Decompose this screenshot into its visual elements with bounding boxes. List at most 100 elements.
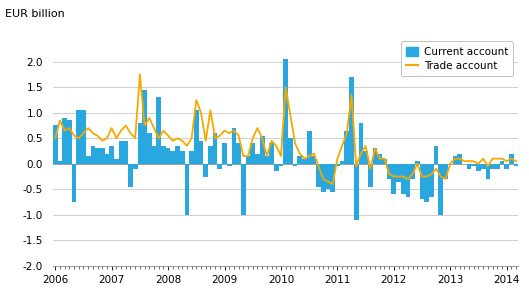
Bar bbox=[213, 133, 217, 164]
Bar bbox=[443, 164, 448, 179]
Bar bbox=[274, 164, 279, 172]
Bar bbox=[264, 156, 269, 164]
Bar bbox=[387, 164, 391, 179]
Bar bbox=[372, 149, 377, 164]
Bar bbox=[293, 164, 297, 166]
Bar bbox=[495, 164, 499, 169]
Trade account bbox=[330, 182, 336, 186]
Bar bbox=[138, 123, 142, 164]
Bar bbox=[95, 149, 100, 164]
Bar bbox=[185, 164, 189, 215]
Bar bbox=[490, 164, 495, 169]
Bar bbox=[335, 164, 340, 166]
Bar bbox=[86, 156, 90, 164]
Bar bbox=[128, 164, 133, 187]
Bar bbox=[279, 164, 284, 166]
Bar bbox=[208, 146, 213, 164]
Bar bbox=[344, 130, 349, 164]
Trade account bbox=[424, 175, 430, 178]
Bar bbox=[514, 164, 518, 166]
Bar bbox=[76, 110, 81, 164]
Bar bbox=[166, 149, 170, 164]
Bar bbox=[161, 146, 166, 164]
Bar bbox=[481, 164, 486, 169]
Bar bbox=[486, 164, 490, 179]
Bar bbox=[123, 141, 128, 164]
Bar bbox=[377, 153, 382, 164]
Trade account bbox=[136, 73, 143, 76]
Bar bbox=[471, 164, 476, 166]
Bar bbox=[180, 151, 185, 164]
Bar bbox=[302, 159, 307, 164]
Bar bbox=[142, 90, 147, 164]
Bar bbox=[170, 151, 175, 164]
Trade account bbox=[165, 134, 171, 137]
Bar bbox=[326, 164, 330, 189]
Bar bbox=[255, 153, 260, 164]
Bar bbox=[175, 146, 180, 164]
Bar bbox=[72, 164, 76, 202]
Bar bbox=[157, 98, 161, 164]
Bar bbox=[241, 164, 245, 215]
Trade account bbox=[513, 159, 519, 163]
Bar bbox=[284, 59, 288, 164]
Bar bbox=[424, 164, 429, 202]
Trade account bbox=[52, 137, 58, 140]
Bar bbox=[330, 164, 335, 192]
Bar bbox=[406, 164, 411, 197]
Bar bbox=[194, 110, 199, 164]
Bar bbox=[58, 161, 62, 164]
Bar bbox=[269, 143, 274, 164]
Bar bbox=[232, 128, 236, 164]
Bar bbox=[133, 164, 138, 169]
Bar bbox=[429, 164, 434, 197]
Bar bbox=[419, 164, 424, 199]
Bar bbox=[368, 164, 372, 187]
Trade account bbox=[287, 114, 294, 117]
Bar bbox=[321, 164, 326, 192]
Trade account bbox=[198, 111, 204, 114]
Trade account bbox=[302, 157, 308, 160]
Bar bbox=[147, 133, 152, 164]
Bar bbox=[401, 164, 406, 194]
Bar bbox=[453, 156, 457, 164]
Bar bbox=[100, 149, 105, 164]
Bar bbox=[245, 156, 250, 164]
Bar bbox=[297, 156, 302, 164]
Bar bbox=[250, 143, 255, 164]
Bar bbox=[114, 159, 118, 164]
Bar bbox=[504, 164, 509, 169]
Bar bbox=[260, 136, 264, 164]
Bar bbox=[340, 161, 344, 164]
Bar bbox=[391, 164, 396, 194]
Bar bbox=[316, 164, 321, 187]
Bar bbox=[67, 120, 72, 164]
Bar bbox=[396, 164, 401, 182]
Bar bbox=[509, 153, 514, 164]
Bar bbox=[53, 126, 58, 164]
Bar bbox=[227, 164, 232, 166]
Bar bbox=[90, 146, 95, 164]
Bar bbox=[307, 130, 312, 164]
Bar bbox=[476, 164, 481, 172]
Bar bbox=[110, 146, 114, 164]
Trade account bbox=[179, 139, 185, 143]
Bar bbox=[349, 77, 354, 164]
Bar bbox=[152, 146, 157, 164]
Bar bbox=[288, 138, 293, 164]
Bar bbox=[434, 146, 439, 164]
Bar bbox=[467, 164, 471, 169]
Text: EUR billion: EUR billion bbox=[5, 9, 65, 19]
Bar bbox=[439, 164, 443, 215]
Bar bbox=[382, 159, 387, 164]
Bar bbox=[81, 110, 86, 164]
Bar bbox=[499, 161, 504, 164]
Bar bbox=[312, 156, 316, 164]
Bar bbox=[363, 151, 368, 164]
Bar bbox=[217, 164, 222, 169]
Bar bbox=[189, 151, 194, 164]
Bar bbox=[62, 118, 67, 164]
Bar bbox=[354, 164, 359, 220]
Bar bbox=[118, 141, 123, 164]
Bar bbox=[411, 164, 415, 179]
